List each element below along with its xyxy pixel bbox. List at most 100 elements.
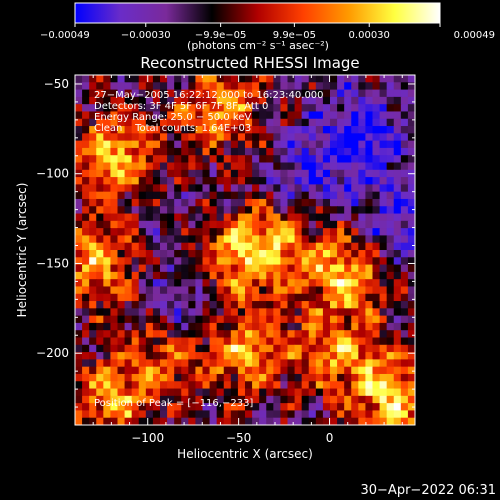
heatmap-cell (245, 118, 253, 127)
heatmap-cell (117, 162, 126, 171)
heatmap-cell (344, 359, 352, 368)
heatmap-cell (181, 417, 189, 425)
heatmap-cell (365, 235, 374, 244)
heatmap-cell (174, 330, 182, 339)
heatmap-cell (237, 82, 246, 91)
heatmap-cell (131, 126, 140, 134)
heatmap-cell (273, 410, 282, 419)
heatmap-cell (195, 403, 204, 412)
heatmap-cell (216, 162, 225, 171)
heatmap-cell (315, 228, 324, 237)
heatmap-cell (280, 235, 289, 244)
heatmap-cell (237, 111, 246, 120)
heatmap-cell (400, 257, 409, 266)
heatmap-cell (273, 140, 282, 149)
heatmap-cell (400, 169, 409, 178)
heatmap-cell (308, 315, 317, 324)
heatmap-cell (245, 373, 253, 382)
heatmap-cell (330, 250, 338, 258)
heatmap-cell (400, 373, 409, 382)
heatmap-cell (344, 220, 352, 229)
heatmap-cell (266, 133, 274, 142)
heatmap-cell (259, 257, 267, 266)
heatmap-cell (308, 337, 317, 346)
heatmap-cell (82, 198, 90, 207)
heatmap-cell (330, 133, 338, 142)
heatmap-cell (308, 388, 317, 397)
heatmap-cell (259, 206, 267, 215)
heatmap-cell (301, 395, 310, 404)
heatmap-cell (237, 293, 246, 302)
heatmap-cell (188, 191, 197, 200)
heatmap-cell (393, 279, 402, 288)
heatmap-cell (216, 293, 225, 302)
heatmap-cell (145, 184, 154, 193)
heatmap-cell (202, 337, 211, 346)
heatmap-cell (131, 264, 140, 273)
heatmap-cell (216, 279, 225, 288)
heatmap-cell (188, 206, 197, 215)
heatmap-cell (103, 213, 112, 222)
heatmap-cell (202, 96, 211, 105)
heatmap-cell (280, 75, 289, 83)
heatmap-cell (337, 250, 345, 258)
heatmap-cell (75, 147, 83, 156)
heatmap-cell (372, 257, 381, 266)
heatmap-cell (294, 155, 303, 164)
heatmap-cell (216, 388, 225, 397)
heatmap-cell (407, 344, 415, 353)
heatmap-cell (344, 75, 352, 83)
heatmap-cell (322, 417, 331, 425)
heatmap-cell (138, 82, 147, 91)
heatmap-cell (216, 118, 225, 127)
heatmap-cell (280, 410, 289, 419)
heatmap-cell (174, 322, 182, 331)
heatmap-cell (230, 410, 239, 419)
heatmap-cell (273, 366, 282, 375)
heatmap-cell (75, 96, 83, 105)
heatmap-cell (167, 169, 175, 178)
heatmap-cell (252, 147, 260, 156)
heatmap-cell (315, 322, 324, 331)
heatmap-cell (245, 395, 253, 404)
heatmap-cell (117, 366, 126, 375)
heatmap-cell (315, 395, 324, 404)
heatmap-cell (351, 191, 359, 200)
heatmap-cell (351, 155, 359, 164)
heatmap-cell (330, 184, 338, 193)
heatmap-cell (330, 82, 338, 91)
heatmap-cell (124, 366, 133, 375)
heatmap-cell (308, 228, 317, 237)
heatmap-cell (351, 410, 359, 419)
heatmap-cell (152, 271, 161, 280)
heatmap-cell (195, 228, 204, 237)
heatmap-cell (344, 293, 352, 302)
heatmap-cell (96, 395, 104, 404)
y-axis-label: Heliocentric Y (arcsec) (15, 183, 29, 318)
heatmap-cell (351, 366, 359, 375)
heatmap-cell (167, 410, 175, 419)
heatmap-cell (351, 104, 359, 113)
y-tick-label: −150 (36, 256, 69, 270)
heatmap-cell (181, 322, 189, 331)
heatmap-cell (82, 257, 90, 266)
heatmap-cell (202, 264, 211, 273)
heatmap-cell (89, 82, 97, 91)
heatmap-cell (280, 242, 289, 251)
heatmap-cell (372, 301, 381, 309)
heatmap-cell (75, 264, 83, 273)
heatmap-cell (237, 96, 246, 105)
heatmap-cell (287, 315, 296, 324)
heatmap-cell (351, 395, 359, 404)
heatmap-cell (110, 293, 119, 302)
heatmap-cell (252, 133, 260, 142)
heatmap-cell (301, 308, 310, 317)
heatmap-cell (365, 220, 374, 229)
heatmap-cell (358, 352, 367, 360)
heatmap-cell (386, 250, 395, 258)
heatmap-cell (75, 133, 83, 142)
heatmap-cell (167, 366, 175, 375)
heatmap-cell (110, 308, 119, 317)
heatmap-cell (386, 410, 395, 419)
heatmap-cell (75, 242, 83, 251)
